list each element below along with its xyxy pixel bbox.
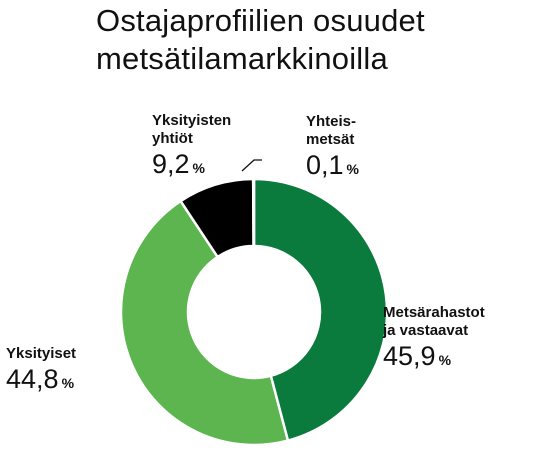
label-value: 0,1% [306, 149, 359, 185]
label-name-line-1: Metsärahastot [383, 304, 485, 321]
label-yksityiset: Yksityiset 44,8% [6, 345, 76, 399]
label-yhteismetsat: Yhteis- metsät 0,1% [306, 113, 359, 185]
value-number: 9,2 [152, 149, 190, 179]
label-name-line-2: yhtiöt [152, 130, 193, 147]
label-value: 44,8% [6, 363, 76, 399]
percent-sign: % [61, 375, 75, 391]
percent-sign: % [346, 161, 359, 177]
value-number: 45,9 [383, 341, 436, 371]
slice-metsarahastot [252, 177, 389, 443]
value-number: 0,1 [306, 150, 344, 180]
label-metsarahastot: Metsärahastot ja vastaavat 45,9% [383, 304, 485, 376]
chart-title: Ostajaprofiilien osuudet metsätilamarkki… [96, 2, 425, 78]
label-yksityisten-yhtiot: Yksityisten yhtiöt 9,2% [152, 112, 231, 184]
leader-line-yhteismetsat [241, 159, 262, 172]
slice-yksityiset [119, 199, 290, 447]
label-name-line-1: Yksityiset [6, 345, 77, 362]
label-name-line-1: Yksityisten [152, 112, 232, 129]
label-value: 9,2% [152, 148, 231, 184]
label-name-line-1: Yhteis- [306, 113, 357, 130]
label-value: 45,9% [383, 340, 485, 376]
chart-title-line-1: Ostajaprofiilien osuudet [96, 3, 425, 38]
label-name-line-2: metsät [306, 131, 355, 148]
chart-title-line-2: metsätilamarkkinoilla [96, 41, 388, 76]
percent-sign: % [438, 352, 452, 368]
percent-sign: % [192, 160, 205, 176]
value-number: 44,8 [6, 364, 59, 394]
label-name-line-2: ja vastaavat [383, 322, 469, 339]
slice-yhteismetsat [251, 177, 256, 248]
